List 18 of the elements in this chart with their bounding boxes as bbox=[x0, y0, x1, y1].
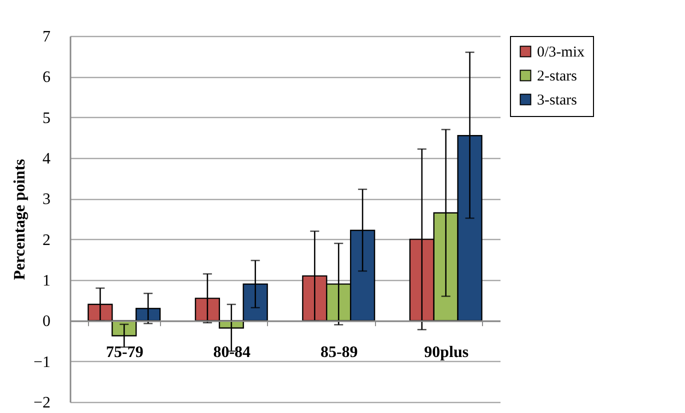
legend-label: 3-stars bbox=[537, 92, 578, 108]
y-tick-label: 5 bbox=[42, 110, 50, 127]
y-tick-label: −1 bbox=[33, 354, 50, 371]
x-tick-label: 90plus bbox=[424, 344, 469, 362]
y-tick-label: 1 bbox=[42, 272, 50, 290]
x-tick-label: 80-84 bbox=[213, 344, 251, 362]
y-tick-label: 3 bbox=[42, 191, 50, 208]
y-tick-label: 7 bbox=[42, 28, 50, 46]
x-tick-label: 75-79 bbox=[106, 344, 144, 362]
x-tick-label: 85-89 bbox=[320, 344, 358, 362]
y-tick-label: 4 bbox=[42, 150, 50, 168]
y-tick-label: 6 bbox=[42, 69, 50, 86]
y-tick-label: 2 bbox=[42, 232, 50, 249]
y-tick-label: 0 bbox=[42, 313, 50, 330]
legend-label: 0/3-mix bbox=[537, 44, 585, 60]
legend-label: 2-stars bbox=[537, 68, 578, 84]
y-tick-label: −2 bbox=[33, 394, 50, 412]
y-axis-title: Percentage points bbox=[11, 158, 28, 280]
